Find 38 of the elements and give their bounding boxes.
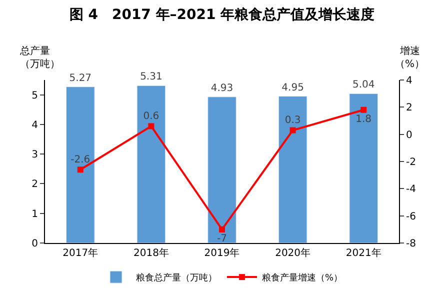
data-label: 5.27 (69, 72, 92, 84)
y2-tick-label: -2 (406, 157, 416, 168)
data-label: 0.3 (284, 115, 301, 126)
data-label: 5.31 (140, 72, 162, 83)
data-label: 5.04 (352, 80, 375, 91)
data-label: 4.95 (282, 82, 304, 94)
point (77, 166, 84, 173)
data-label: -7 (217, 234, 227, 245)
data-label: 1.8 (356, 114, 372, 126)
y-tick-label: 1 (32, 208, 38, 220)
y2-tick-label: -6 (406, 211, 416, 222)
point (219, 226, 225, 232)
chart-title: 图 4 2017 年–2021 年粮食总产值及增长速度 (69, 6, 375, 23)
x-tick-label: 2019年 (204, 247, 240, 259)
y2-tick-label: 2 (406, 102, 412, 114)
x-tick-label: 2017年 (62, 247, 98, 259)
point (148, 123, 154, 130)
y2-tick-label: -8 (406, 238, 416, 250)
y-tick-label: 3 (32, 150, 38, 161)
x-tick-label: 2021年 (346, 247, 382, 259)
y2-axis-title: 增速（%） (395, 45, 425, 70)
x-tick-label: 2018年 (133, 247, 169, 259)
data-label: -2.6 (70, 154, 90, 166)
y-tick-label: 5 (32, 90, 38, 102)
y2-tick-label: -4 (406, 184, 416, 196)
y-tick-label: 0 (32, 238, 38, 250)
data-label: 4.93 (210, 82, 234, 94)
legend-label: 粮食总产量（万吨） (136, 272, 217, 284)
data-label: 0.6 (143, 110, 160, 122)
point (290, 127, 296, 134)
y-axis-title: 总产量（万吨） (19, 45, 60, 70)
y-tick-label: 4 (32, 120, 38, 131)
y2-tick-label: 0 (406, 130, 412, 141)
legend-label: 粮食产量增速（%） (262, 272, 343, 284)
y2-tick-label: 4 (406, 76, 412, 86)
x-tick-label: 2020年 (275, 247, 311, 259)
y-tick-label: 2 (32, 179, 38, 190)
point (360, 106, 367, 113)
